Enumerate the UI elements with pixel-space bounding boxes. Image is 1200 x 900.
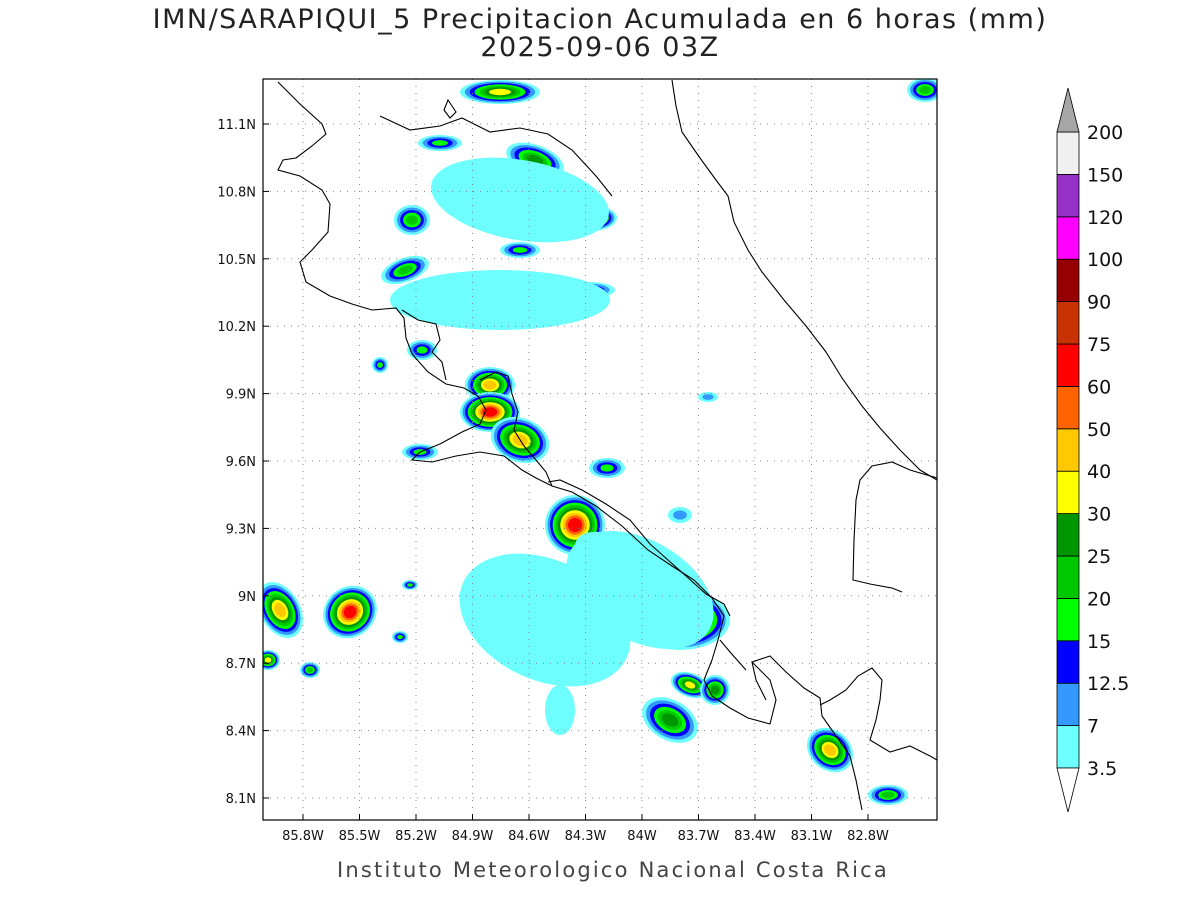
lake <box>379 98 613 197</box>
colorbar: 3.5 7 12.5 15 20 25 30 40 50 60 75 90 100 120 150 200 <box>1056 87 1129 813</box>
colorbar-box <box>1056 258 1080 303</box>
colorbar-box <box>1056 428 1080 472</box>
colorbar-box <box>1056 301 1080 345</box>
colorbar-label: 60 <box>1087 376 1111 398</box>
lat-label: 11.1N <box>217 118 256 133</box>
precip-area <box>264 657 272 663</box>
precip-area <box>377 362 383 368</box>
lat-label: 9.6N <box>226 455 256 470</box>
lat-label: 10.8N <box>217 185 256 200</box>
colorbar-label: 15 <box>1087 631 1111 653</box>
precip-area <box>919 86 931 94</box>
coastline <box>277 81 863 811</box>
precip-area <box>489 88 511 96</box>
colorbar-label: 3.5 <box>1087 758 1117 780</box>
lat-label: 9.3N <box>226 522 256 537</box>
colorbar-label: 100 <box>1087 249 1123 271</box>
precip-area <box>274 602 286 618</box>
lat-label: 9.9N <box>226 388 256 403</box>
precip-area <box>482 407 498 417</box>
lon-label: 84W <box>627 829 657 844</box>
colorbar-box <box>1056 470 1080 515</box>
lon-label: 83.4W <box>734 829 776 844</box>
colorbar-label: 20 <box>1087 588 1111 610</box>
lat-label: 9N <box>238 590 256 605</box>
colorbar-box <box>1056 640 1080 684</box>
lon-label: 85.8W <box>282 829 324 844</box>
precip-area <box>702 394 714 400</box>
lat-label: 10.2N <box>217 320 256 335</box>
colorbar-label: 150 <box>1087 164 1123 186</box>
precip-area <box>397 634 403 640</box>
lat-label: 8.1N <box>226 792 256 807</box>
lon-label: 82.8W <box>847 829 889 844</box>
lon-label: 85.2W <box>395 829 437 844</box>
colorbar-box <box>1056 725 1080 769</box>
colorbar-box <box>1056 555 1080 599</box>
precip-area <box>545 685 575 735</box>
precip-area <box>431 157 609 243</box>
colorbar-label: 40 <box>1087 461 1111 483</box>
precip-area <box>407 583 413 587</box>
precip-area <box>483 380 497 390</box>
lat-label: 8.4N <box>226 725 256 740</box>
colorbar-over <box>1056 87 1080 133</box>
precip-area <box>343 605 357 619</box>
precip-field <box>263 79 937 805</box>
colorbar-label: 75 <box>1087 334 1111 356</box>
precip-area <box>390 270 610 330</box>
coastlines <box>277 79 937 811</box>
colorbar-label: 25 <box>1087 546 1111 568</box>
title: IMN/SARAPIQUI_5 Precipitacion Acumulada … <box>153 4 1048 35</box>
lon-label: 83.7W <box>678 829 720 844</box>
precip-area <box>416 346 428 354</box>
precip-area <box>673 510 687 520</box>
colorbar-label: 30 <box>1087 504 1111 526</box>
colorbar-box <box>1056 682 1080 727</box>
footer: Instituto Meteorologico Nacional Costa R… <box>337 858 889 882</box>
lon-label: 84.6W <box>508 829 550 844</box>
colorbar-box <box>1056 131 1080 175</box>
precip-area <box>566 531 714 649</box>
precip-area <box>684 681 696 689</box>
colorbar-under <box>1056 767 1080 813</box>
colorbar-label: 90 <box>1087 292 1111 314</box>
precip-area <box>406 215 418 225</box>
precip-area <box>824 744 836 756</box>
precip-area <box>600 464 614 472</box>
colorbar-label: 12.5 <box>1087 673 1129 695</box>
colorbar-box <box>1056 598 1080 642</box>
map-frame <box>262 78 938 821</box>
colorbar-box <box>1056 173 1080 218</box>
grid: 11.1N 10.8N 10.5N 10.2N 9.9N 9.6N 9.3N 9N 8.7N 8.… <box>217 79 937 844</box>
colorbar-box <box>1056 385 1080 430</box>
lon-label: 84.9W <box>452 829 494 844</box>
colorbar-label: 200 <box>1087 122 1123 144</box>
precip-area <box>661 713 679 727</box>
precip-area <box>306 667 314 673</box>
subtitle: 2025-09-06 03Z <box>480 32 719 63</box>
lat-label: 10.5N <box>217 253 256 268</box>
colorbar-box <box>1056 513 1080 557</box>
precip-area <box>432 140 448 146</box>
precip-area <box>512 247 528 253</box>
colorbar-box <box>1056 216 1080 260</box>
colorbar-label: 50 <box>1087 419 1111 441</box>
colorbar-label: 7 <box>1087 716 1099 738</box>
colorbar-box <box>1056 343 1080 387</box>
border <box>401 309 767 701</box>
caribbean-coast <box>671 79 937 481</box>
colorbar-label: 120 <box>1087 207 1123 229</box>
precip-area <box>881 791 895 799</box>
lon-label: 84.3W <box>565 829 607 844</box>
lon-label: 83.1W <box>791 829 833 844</box>
panama-coast <box>819 461 937 761</box>
lat-label: 8.7N <box>226 657 256 672</box>
precip-area <box>710 685 720 695</box>
lon-label: 85.5W <box>339 829 381 844</box>
precip-area <box>397 265 413 275</box>
